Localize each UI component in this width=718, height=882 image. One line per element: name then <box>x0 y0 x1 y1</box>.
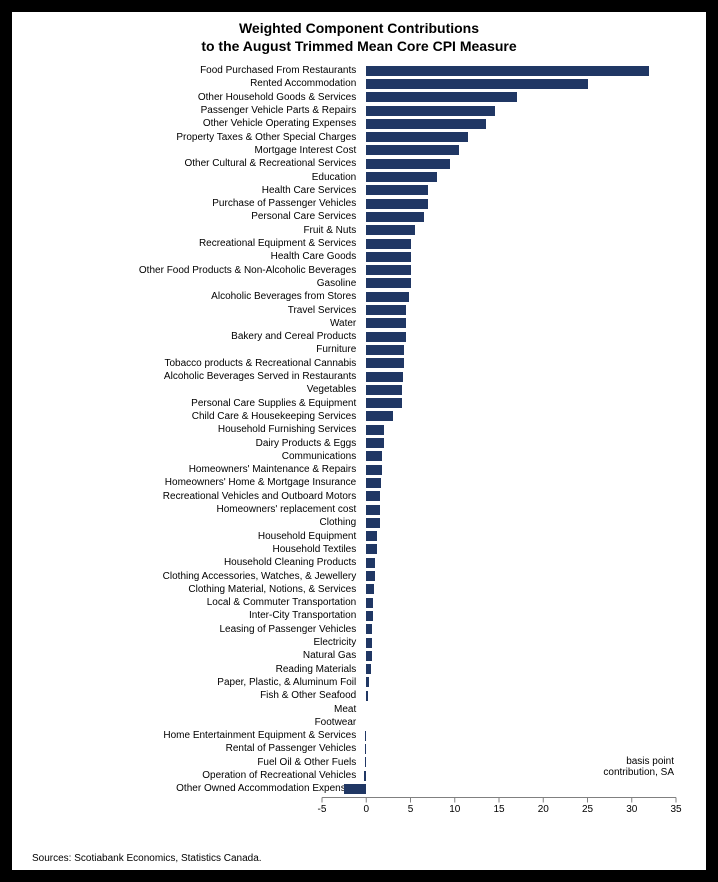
axis-note: basis point contribution, SA <box>603 756 674 778</box>
title-line-2: to the August Trimmed Mean Core CPI Meas… <box>12 38 706 56</box>
x-tick-label: 5 <box>408 804 414 815</box>
source-note: Sources: Scotiabank Economics, Statistic… <box>32 853 262 864</box>
x-tick-label: 35 <box>670 804 681 815</box>
axis-note-line2: contribution, SA <box>603 767 674 778</box>
chart-panel: Weighted Component Contributions to the … <box>12 12 706 870</box>
title-line-1: Weighted Component Contributions <box>12 20 706 38</box>
x-tick-label: 20 <box>538 804 549 815</box>
x-tick-label: 0 <box>363 804 369 815</box>
chart-title: Weighted Component Contributions to the … <box>12 12 706 55</box>
outer-frame: Weighted Component Contributions to the … <box>0 0 718 882</box>
x-tick-label: 15 <box>493 804 504 815</box>
x-tick-label: -5 <box>318 804 327 815</box>
axis-note-line1: basis point <box>603 756 674 767</box>
x-tick-labels: -5 0 5 10 15 20 25 30 35 <box>32 60 686 840</box>
chart-area: Food Purchased From RestaurantsRented Ac… <box>32 60 686 840</box>
x-tick-label: 25 <box>582 804 593 815</box>
x-tick-label: 10 <box>449 804 460 815</box>
x-tick-label: 30 <box>626 804 637 815</box>
